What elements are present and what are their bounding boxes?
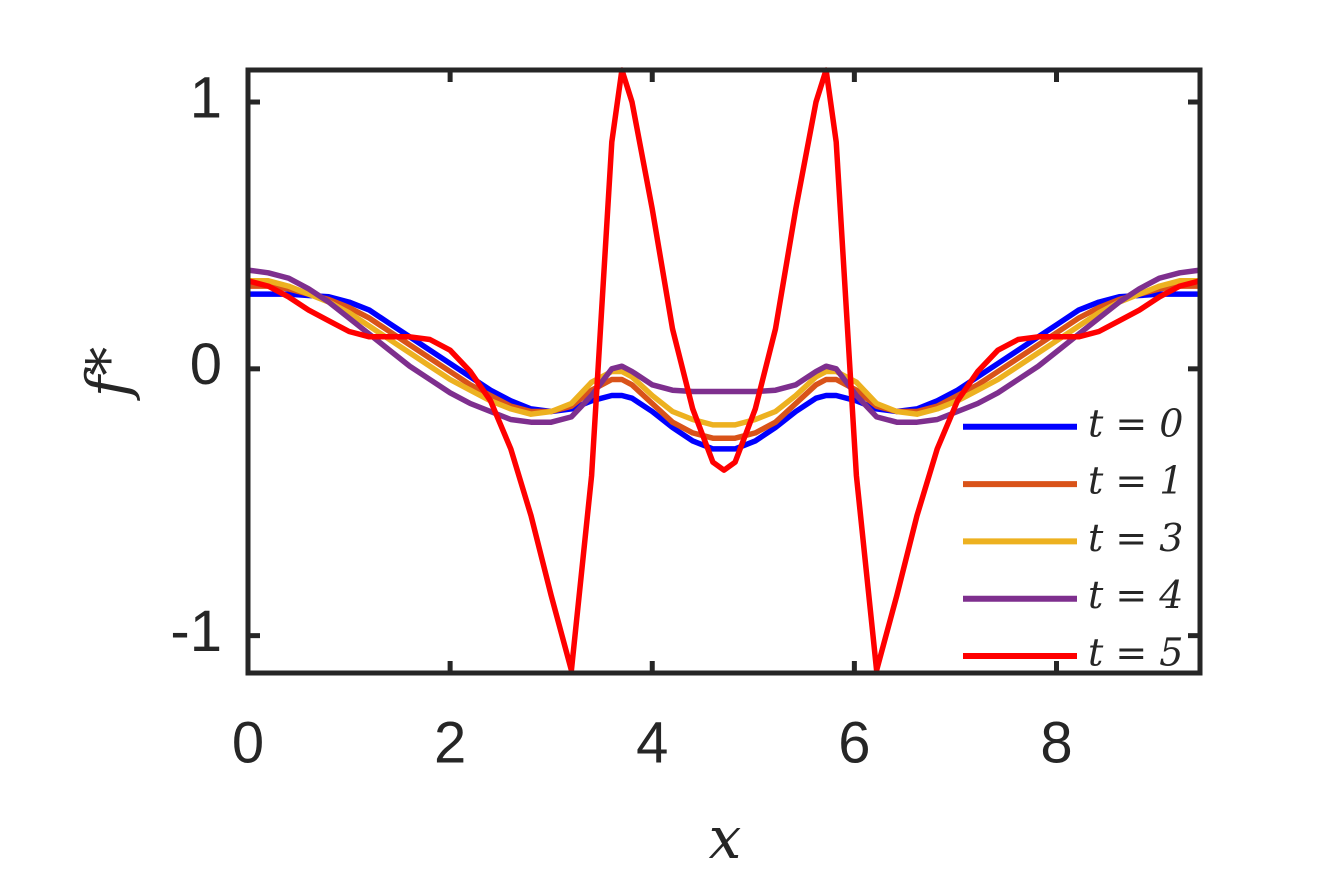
y-tick-label: 0 <box>190 332 222 397</box>
series-line <box>248 283 1200 441</box>
y-tick-label: 1 <box>190 65 222 130</box>
legend-label: t = 5 <box>1088 631 1183 675</box>
legend-label: t = 1 <box>1088 459 1183 503</box>
x-tick-label: 8 <box>1040 710 1072 775</box>
legend-label: t = 0 <box>1088 401 1183 445</box>
x-tick-label: 4 <box>636 710 668 775</box>
x-tick-label: 0 <box>232 710 264 775</box>
series-line <box>247 267 1201 425</box>
series-line <box>247 67 1201 674</box>
legend-label: t = 4 <box>1088 573 1183 617</box>
series-line <box>248 278 1200 428</box>
y-axis-label: f* <box>74 347 142 401</box>
x-tick-label: 2 <box>434 710 466 775</box>
x-tick-label: 6 <box>838 710 870 775</box>
plot-frame <box>245 67 1203 676</box>
y-tick-label: -1 <box>170 599 222 664</box>
x-axis-label: x <box>709 804 742 872</box>
legend-label: t = 3 <box>1088 516 1183 560</box>
series-line <box>248 291 1200 452</box>
